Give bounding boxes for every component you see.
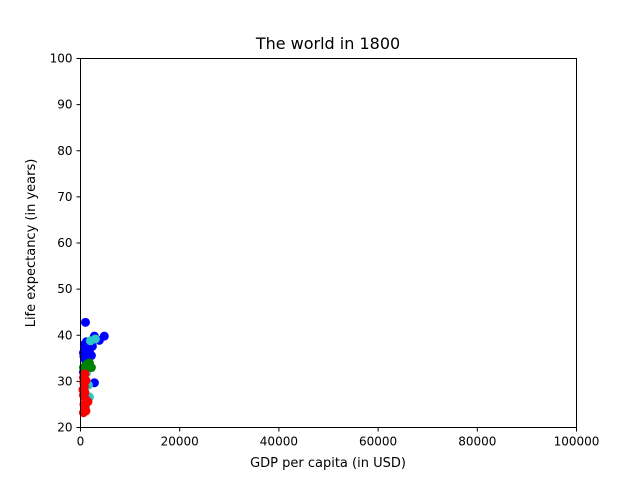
ticks-layer: 0 20000 40000 60000 80000 100000 20 30 40 50 60 70 8…	[50, 52, 600, 449]
data-point	[85, 336, 95, 346]
y-tick-label: 90	[57, 98, 72, 112]
y-axis-label: Life expectancy (in years)	[24, 159, 39, 328]
x-tick-label: 40000	[260, 435, 298, 449]
y-tick-label: 60	[57, 236, 72, 250]
y-tick-label: 30	[57, 374, 72, 388]
y-tick-label: 70	[57, 190, 72, 204]
y-tick-label: 100	[50, 52, 73, 66]
data-point	[86, 351, 96, 361]
y-tick-label: 40	[57, 328, 72, 342]
y-tick-label: 20	[57, 421, 72, 435]
points-layer	[78, 317, 109, 418]
x-tick-label: 100000	[554, 435, 600, 449]
x-tick-label: 0	[77, 435, 85, 449]
x-axis-label: GDP per capita (in USD)	[250, 456, 406, 471]
plot-area-frame	[80, 58, 577, 428]
data-point	[80, 317, 90, 327]
y-tick-label: 50	[57, 282, 72, 296]
x-tick-label: 60000	[359, 435, 397, 449]
chart-title: The world in 1800	[255, 34, 400, 53]
y-tick-label: 80	[57, 144, 72, 158]
data-point	[78, 408, 88, 418]
x-tick-label: 80000	[458, 435, 496, 449]
data-point	[99, 331, 109, 341]
x-tick-label: 20000	[161, 435, 199, 449]
